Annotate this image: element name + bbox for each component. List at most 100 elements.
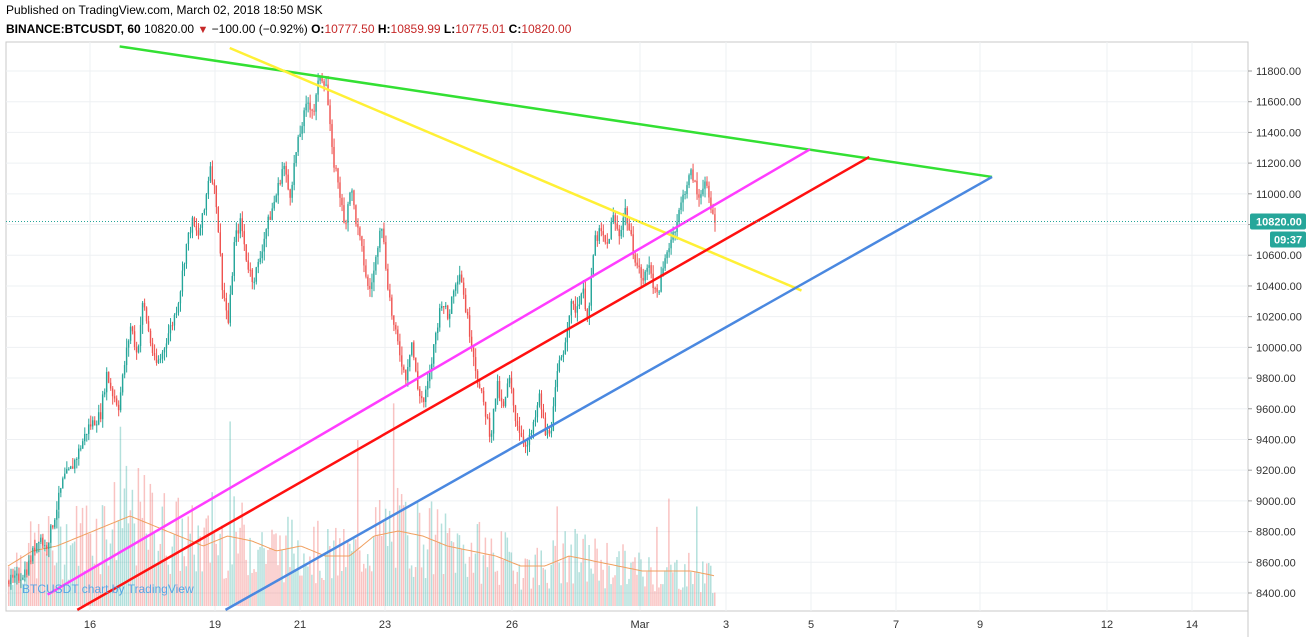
candle-body — [16, 573, 18, 576]
candle-body — [273, 201, 275, 209]
volume-bar — [299, 575, 301, 606]
volume-bar — [315, 583, 317, 606]
volume-bar — [295, 570, 297, 606]
volume-bar — [247, 575, 249, 606]
close-value: 10820.00 — [521, 22, 572, 36]
volume-bar — [646, 571, 648, 606]
volume-bar — [263, 548, 265, 606]
volume-bar — [303, 553, 305, 606]
candle-body — [425, 389, 427, 403]
volume-bar — [614, 575, 616, 606]
candle-body — [690, 169, 692, 176]
volume-bar — [480, 583, 483, 606]
volume-bar — [446, 533, 449, 606]
candle-body — [81, 441, 84, 449]
high-value: 10859.99 — [390, 22, 441, 36]
volume-bar — [233, 496, 235, 606]
volume-bar — [452, 542, 455, 606]
candle-body — [95, 424, 98, 426]
volume-bar — [498, 584, 501, 606]
volume-bar — [217, 555, 219, 606]
candle-body — [56, 509, 58, 520]
volume-bar — [582, 538, 584, 606]
candle-body — [427, 381, 429, 390]
candle-body — [470, 336, 473, 349]
candle-body — [315, 94, 317, 112]
candle-body — [710, 197, 712, 210]
x-tick-label: 9 — [977, 619, 983, 631]
volume-bar — [436, 509, 439, 606]
x-tick-label: 14 — [1186, 619, 1198, 631]
candle-body — [444, 305, 447, 307]
candle-body — [12, 574, 14, 578]
volume-bar — [201, 571, 203, 606]
volume-bar — [610, 584, 612, 606]
volume-bar — [556, 506, 558, 606]
volume-bar — [179, 570, 182, 606]
candle-body — [632, 234, 634, 255]
candle-body — [490, 433, 493, 437]
volume-bar — [688, 552, 690, 606]
candle-body — [486, 416, 489, 419]
candle-body — [345, 222, 347, 224]
candle-body — [99, 412, 102, 420]
volume-bar — [289, 567, 291, 606]
volume-bar — [592, 573, 594, 606]
candle-body — [197, 230, 200, 236]
candle-body — [333, 146, 335, 168]
x-tick-label: Mar — [631, 619, 650, 631]
volume-bar — [211, 492, 213, 606]
volume-bar — [231, 564, 233, 606]
candle-body — [241, 218, 243, 232]
volume-bar — [548, 588, 550, 606]
volume-bar — [658, 587, 660, 606]
candle-body — [484, 401, 487, 417]
candle-body — [640, 267, 642, 278]
candle-body — [654, 288, 656, 290]
candle-body — [411, 342, 413, 355]
candle-body — [193, 217, 196, 226]
candle-body — [317, 80, 319, 95]
volume-bar — [514, 583, 517, 606]
volume-bar — [215, 543, 217, 606]
candle-body — [646, 267, 648, 272]
candle-body — [38, 541, 40, 544]
volume-bar — [221, 525, 223, 606]
candle-body — [339, 182, 341, 198]
candle-body — [552, 406, 555, 431]
candle-body — [107, 371, 110, 383]
candle-body — [708, 185, 710, 198]
volume-bar — [502, 560, 505, 606]
volume-bar — [131, 489, 134, 606]
candle-body — [706, 181, 708, 186]
candle-body — [247, 260, 249, 270]
volume-bar — [251, 572, 253, 606]
candle-body — [123, 365, 126, 375]
volume-bar — [153, 533, 156, 606]
candle-body — [664, 258, 666, 269]
candle-body — [419, 389, 421, 397]
candle-body — [34, 547, 36, 552]
volume-bar — [484, 537, 487, 606]
volume-bar — [568, 555, 570, 606]
candle-body — [327, 84, 329, 106]
candle-body — [72, 466, 74, 469]
volume-bar — [35, 578, 38, 606]
volume-bar — [604, 588, 606, 606]
x-tick-label: 21 — [294, 619, 306, 631]
candle-body — [682, 194, 684, 203]
volume-ma-line — [7, 515, 715, 577]
volume-bar — [654, 591, 656, 606]
volume-bar — [546, 582, 548, 606]
candle-body — [688, 175, 690, 186]
candle-body — [592, 255, 594, 276]
volume-bar — [482, 555, 485, 606]
volume-bar — [566, 582, 568, 606]
volume-bar — [512, 570, 515, 606]
volume-bar — [476, 524, 479, 606]
y-tick-label: 8400.00 — [1256, 588, 1296, 600]
volume-bar — [660, 584, 662, 606]
volume-bar — [171, 546, 174, 606]
candle-body — [347, 204, 349, 223]
